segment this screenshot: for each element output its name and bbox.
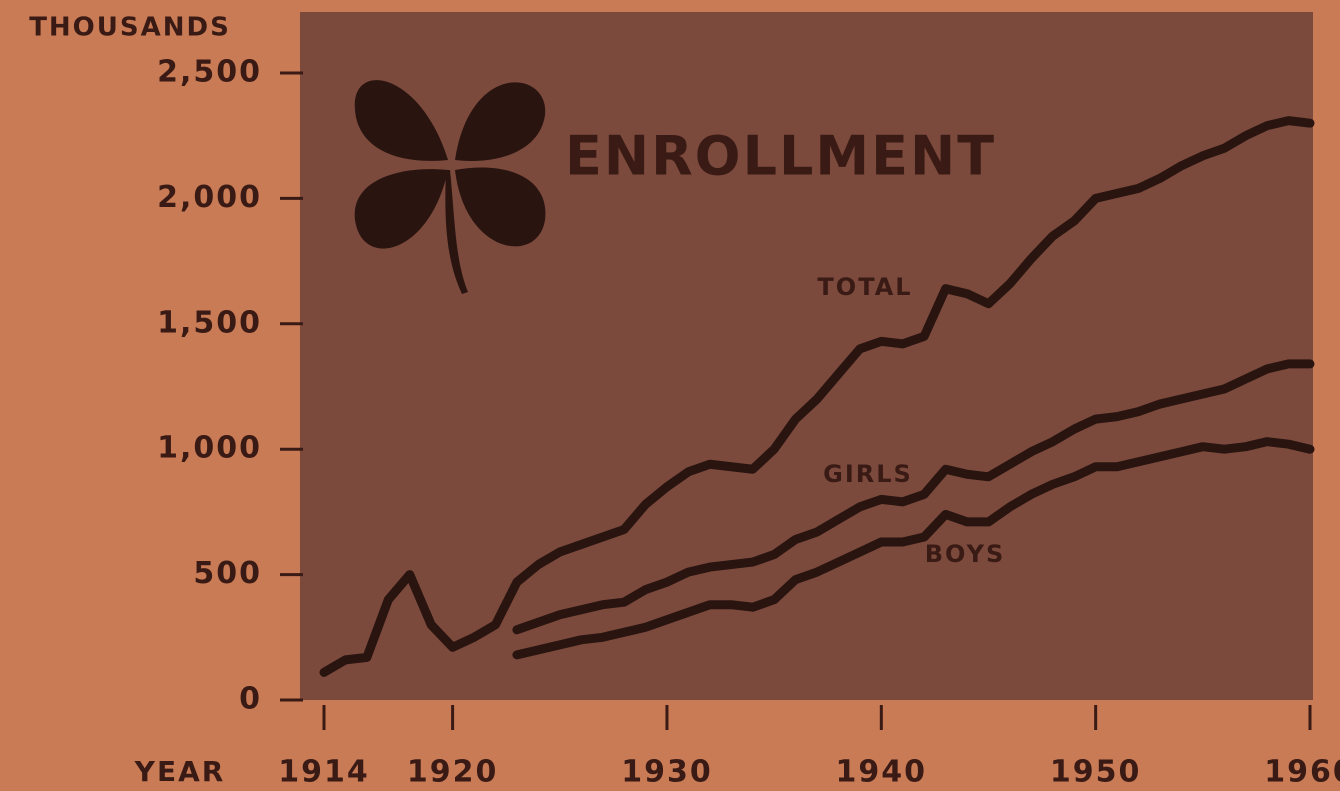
line-series (512, 437, 1315, 660)
line-series (319, 116, 1315, 677)
y-tick-label: 0 (239, 682, 262, 717)
chart-title: ENROLLMENT (565, 125, 996, 188)
y-tick-label: 2,000 (157, 180, 262, 215)
x-axis-label: YEAR (134, 755, 226, 788)
y-tick-label: 500 (193, 556, 262, 591)
line-series (512, 359, 1315, 635)
x-tick-label: 1920 (407, 755, 499, 790)
y-tick-label: 1,500 (157, 305, 262, 340)
x-tick-label: 1930 (621, 755, 713, 790)
plot-area (300, 12, 1313, 700)
x-tick-label: 1960 (1264, 755, 1340, 790)
y-tick-label: 1,000 (157, 431, 262, 466)
series-label: TOTAL (817, 273, 912, 301)
series-label: BOYS (925, 540, 1006, 568)
x-tick-label: 1914 (278, 755, 370, 790)
x-tick-label: 1940 (836, 755, 928, 790)
series-label: GIRLS (823, 460, 913, 488)
y-tick-label: 2,500 (157, 55, 262, 90)
x-tick-label: 1950 (1050, 755, 1142, 790)
clover-logo (354, 80, 546, 294)
y-axis-label: THOUSANDS (29, 13, 231, 43)
